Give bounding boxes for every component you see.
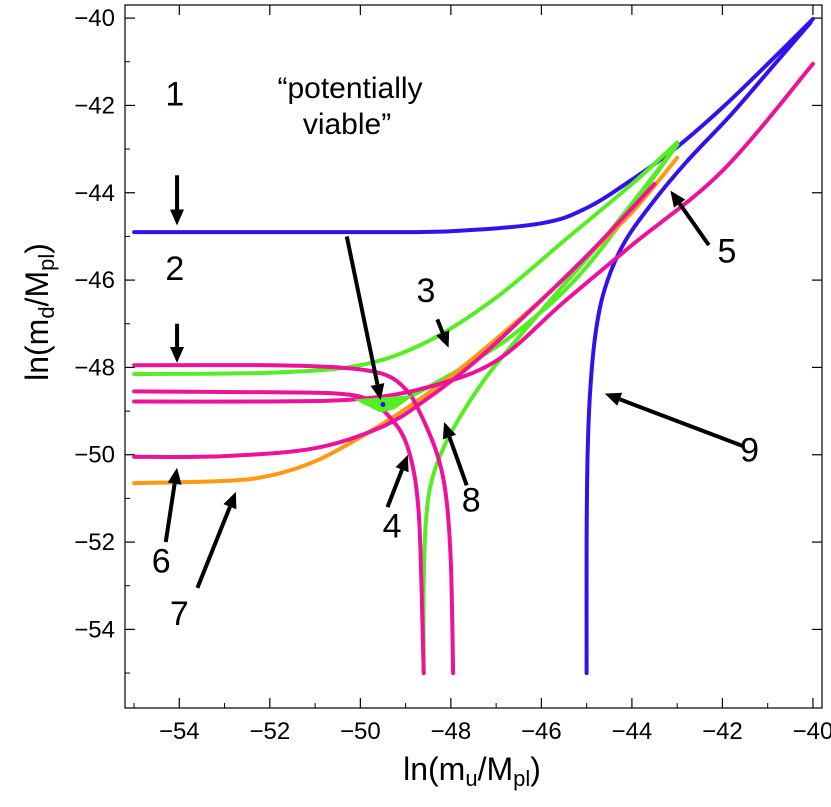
x-tick-label: −54 bbox=[159, 718, 200, 745]
curve-6 bbox=[132, 182, 657, 459]
arrow-shaft bbox=[195, 505, 232, 589]
arrow-head bbox=[442, 422, 457, 440]
curve-label-7: 7 bbox=[170, 595, 189, 633]
x-tick-label: −48 bbox=[431, 718, 472, 745]
curve-label-3: 3 bbox=[417, 272, 436, 310]
arrow-shaft bbox=[385, 468, 404, 508]
y-axis-title-sub-pl: pl bbox=[34, 254, 59, 271]
arrows bbox=[163, 175, 744, 589]
y-tick-label: −52 bbox=[74, 529, 115, 556]
x-tick-label: −50 bbox=[340, 718, 381, 745]
arrow-shaft bbox=[163, 483, 177, 543]
curves bbox=[132, 17, 815, 676]
y-tick-label: −54 bbox=[74, 616, 115, 643]
arrow-shaft bbox=[619, 397, 744, 448]
curve-label-4: 4 bbox=[383, 508, 402, 546]
curve-8 bbox=[421, 142, 680, 676]
arrow-shaft bbox=[447, 436, 469, 486]
curve-1 bbox=[132, 17, 815, 235]
y-axis-title: ln(md/Mpl) bbox=[19, 243, 59, 381]
x-tick-label: −44 bbox=[612, 718, 653, 745]
x-axis-title-mid: /M bbox=[478, 751, 514, 787]
arrow-shaft bbox=[435, 318, 445, 334]
curve-2 bbox=[132, 363, 456, 676]
curve-4 bbox=[132, 389, 426, 676]
y-tick-label: −50 bbox=[74, 442, 115, 469]
x-axis-title-sub-pl: pl bbox=[513, 766, 530, 791]
arrow-head bbox=[395, 454, 409, 473]
curve-label-2: 2 bbox=[165, 250, 184, 288]
curve-label-5: 5 bbox=[717, 233, 736, 271]
curve-labels: 1 2 3 4 5 6 7 8 9 bbox=[152, 75, 759, 633]
y-axis-title-sub-d: d bbox=[34, 306, 59, 318]
y-axis-title-end: ) bbox=[19, 243, 55, 254]
y-tick-label: −46 bbox=[74, 267, 115, 294]
arrow-head bbox=[170, 347, 184, 363]
arrow-head bbox=[223, 491, 237, 510]
x-axis-title-sub-u: u bbox=[465, 766, 477, 791]
axis-ticks: −54 −52 −50 −48 −46 −44 −42 −40 −54 −52 −50 −48 −46 −… bbox=[74, 5, 831, 745]
x-axis-title-main: ln(m bbox=[403, 751, 465, 787]
arrow-shaft bbox=[344, 236, 380, 385]
x-tick-label: −40 bbox=[793, 718, 831, 745]
arrow-head bbox=[170, 209, 184, 226]
viable-point bbox=[380, 402, 386, 408]
y-tick-label: −40 bbox=[74, 5, 115, 32]
x-tick-label: −42 bbox=[702, 718, 743, 745]
curve-label-6: 6 bbox=[152, 543, 171, 581]
x-axis-title: ln(mu/Mpl) bbox=[403, 751, 541, 791]
curve-label-1: 1 bbox=[165, 75, 184, 113]
curve-label-8: 8 bbox=[462, 482, 481, 520]
arrow-head bbox=[370, 383, 385, 401]
arrow-head bbox=[436, 330, 450, 348]
arrow-head bbox=[167, 467, 182, 485]
x-axis-title-end: ) bbox=[530, 751, 541, 787]
x-tick-label: −52 bbox=[249, 718, 290, 745]
y-tick-label: −44 bbox=[74, 180, 115, 207]
arrow-head bbox=[670, 190, 686, 208]
arrow-shaft bbox=[677, 202, 711, 247]
y-tick-label: −48 bbox=[74, 354, 115, 381]
annotation-line-2: viable” bbox=[303, 108, 391, 141]
y-axis-title-mid: /M bbox=[19, 271, 55, 307]
annotation-line-1: “potentially bbox=[277, 72, 422, 105]
curve-3 bbox=[132, 140, 680, 376]
curve-5 bbox=[132, 61, 815, 404]
plot-frame bbox=[124, 4, 823, 709]
y-tick-label: −42 bbox=[74, 92, 115, 119]
x-tick-label: −46 bbox=[521, 718, 562, 745]
curve-9 bbox=[584, 20, 813, 676]
curve-label-9: 9 bbox=[740, 431, 759, 469]
y-axis-title-main: ln(m bbox=[19, 319, 55, 381]
viable-region-layer bbox=[353, 395, 415, 413]
arrow-head bbox=[604, 392, 623, 406]
